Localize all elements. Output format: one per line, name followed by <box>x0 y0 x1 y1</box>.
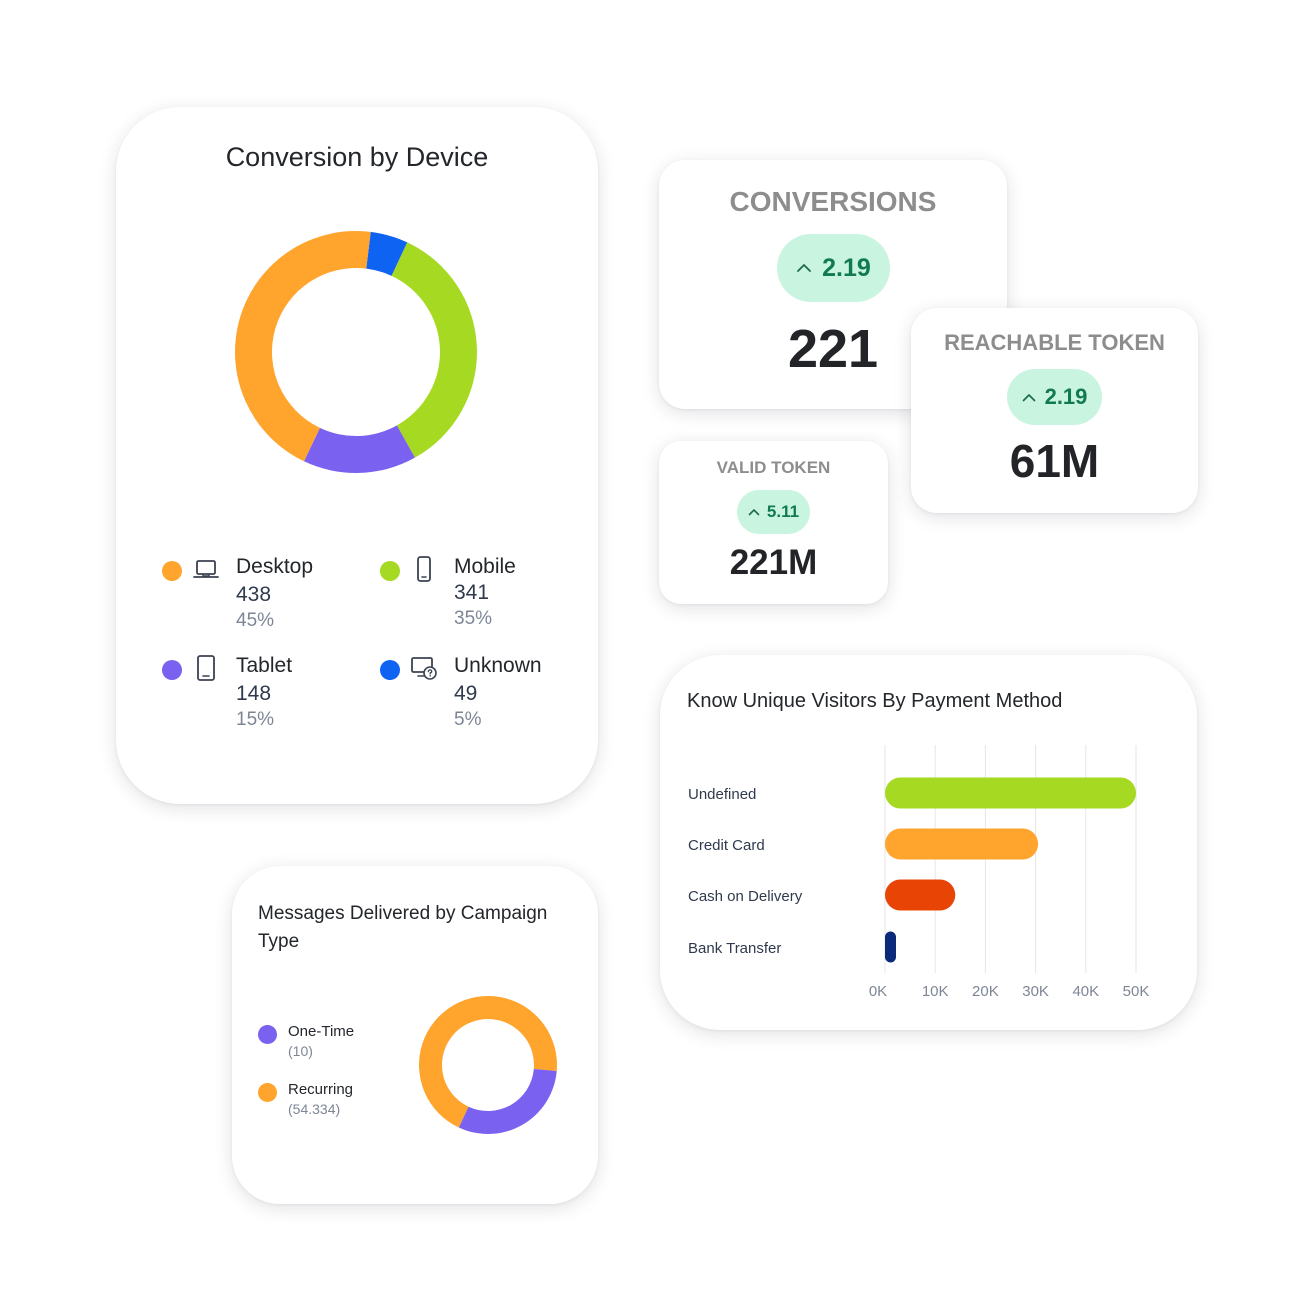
legend-tablet: Tablet 148 15% <box>162 654 362 734</box>
legend-desktop-count: 438 <box>236 583 272 606</box>
valid-token-kpi-card: VALID TOKEN 5.11 221M <box>659 441 888 604</box>
x-tick-label: 20K <box>972 983 999 1000</box>
valid-token-value: 221M <box>729 543 818 582</box>
donut-slice-mobile <box>391 242 477 458</box>
messages-card-title: Messages Delivered by Campaign Type <box>258 903 548 952</box>
bar-undefined <box>885 777 1136 809</box>
conversions-change-badge: 2.19 <box>777 234 890 302</box>
unknown-device-icon <box>411 657 437 680</box>
legend-mobile-percent: 35% <box>454 608 493 629</box>
payment-method-card: Know Unique Visitors By Payment Method 0… <box>660 655 1197 1030</box>
bar-cash-on-delivery <box>885 879 956 911</box>
mobile-dot <box>380 561 400 581</box>
x-tick-label: 30K <box>1022 983 1049 1000</box>
legend-one-time: One-Time (10) <box>258 1020 408 1065</box>
device-card-title: Conversion by Device <box>225 142 489 172</box>
legend-unknown-percent: 5% <box>454 709 482 730</box>
chevron-up-icon <box>748 509 760 516</box>
recurring-dot <box>258 1083 277 1102</box>
x-tick-label: 10K <box>922 983 949 1000</box>
conversions-title: CONVERSIONS <box>729 186 937 217</box>
bar-credit-card <box>885 828 1039 860</box>
donut-slice-unknown <box>366 231 408 276</box>
legend-unknown-count: 49 <box>454 682 478 705</box>
legend-unknown-name: Unknown <box>454 654 542 677</box>
conversions-change-value: 2.19 <box>822 253 871 282</box>
reachable-token-kpi-card: REACHABLE TOKEN 2.19 61M <box>911 308 1198 513</box>
legend-desktop-name: Desktop <box>236 555 314 578</box>
one-time-value: (10) <box>288 1043 313 1059</box>
valid-token-title: VALID TOKEN <box>716 458 831 477</box>
phone-icon <box>417 556 431 582</box>
reachable-token-change-badge: 2.19 <box>1007 369 1102 425</box>
donut-slice-recurring <box>419 996 557 1128</box>
conversion-by-device-card: Conversion by Device Desktop 438 45% Mob… <box>116 107 598 804</box>
desktop-dot <box>162 561 182 581</box>
laptop-icon <box>193 560 219 578</box>
category-label-cash-on-delivery: Cash on Delivery <box>688 888 803 905</box>
x-tick-label: 0K <box>869 983 887 1000</box>
donut-slice-tablet <box>304 425 415 473</box>
chevron-up-icon <box>797 264 812 272</box>
valid-token-change-value: 5.11 <box>766 502 800 521</box>
reachable-token-change-value: 2.19 <box>1044 384 1088 409</box>
device-donut-chart <box>235 231 477 473</box>
tablet-icon <box>197 655 215 681</box>
payment-method-bar-chart: 0K 10K 20K 30K 40K 50K Undefined Credit Card Cas… <box>688 745 1150 1000</box>
x-tick-label: 50K <box>1123 983 1150 1000</box>
x-tick-label: 40K <box>1072 983 1099 1000</box>
legend-mobile-name: Mobile <box>454 555 516 578</box>
reachable-token-value: 61M <box>1009 435 1100 487</box>
legend-recurring: Recurring (54.334) <box>258 1078 408 1123</box>
legend-tablet-count: 148 <box>236 682 272 705</box>
legend-desktop: Desktop 438 45% <box>162 555 362 635</box>
messages-donut-chart <box>419 996 557 1134</box>
legend-tablet-percent: 15% <box>236 709 275 730</box>
recurring-value: (54.334) <box>288 1101 341 1117</box>
chevron-up-icon <box>1022 393 1035 401</box>
legend-mobile-count: 341 <box>454 581 490 604</box>
legend-mobile: Mobile 341 35% <box>380 555 580 635</box>
category-label-undefined: Undefined <box>688 786 756 803</box>
tablet-dot <box>162 660 182 680</box>
valid-token-change-badge: 5.11 <box>737 490 810 534</box>
category-label-credit-card: Credit Card <box>688 837 765 854</box>
messages-delivered-card: Messages Delivered by Campaign Type One-… <box>232 866 598 1204</box>
bar-bank-transfer <box>885 931 896 963</box>
conversions-value: 221 <box>787 319 879 379</box>
reachable-token-title: REACHABLE TOKEN <box>944 330 1165 355</box>
payment-card-title: Know Unique Visitors By Payment Method <box>687 690 1063 712</box>
donut-slice-one-time <box>458 1069 557 1134</box>
donut-slice-desktop <box>235 231 371 462</box>
recurring-name: Recurring <box>288 1081 354 1098</box>
one-time-dot <box>258 1025 277 1044</box>
category-label-bank-transfer: Bank Transfer <box>688 940 781 957</box>
legend-unknown: Unknown 49 5% <box>380 654 580 734</box>
legend-tablet-name: Tablet <box>236 654 293 677</box>
one-time-name: One-Time <box>288 1023 355 1040</box>
unknown-dot <box>380 660 400 680</box>
legend-desktop-percent: 45% <box>236 610 275 631</box>
